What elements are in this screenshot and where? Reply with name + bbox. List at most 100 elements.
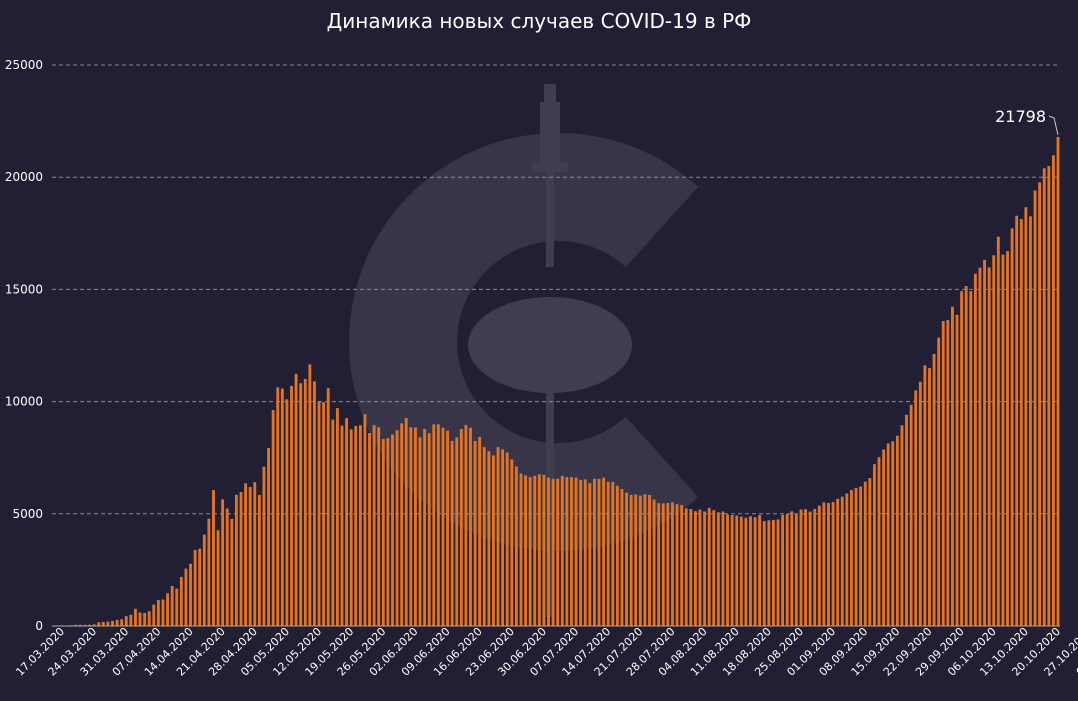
bar — [661, 503, 665, 626]
bar — [666, 502, 670, 626]
bar — [372, 425, 376, 626]
bar — [684, 508, 688, 626]
bar — [923, 365, 927, 626]
bar — [1047, 166, 1051, 626]
bar — [303, 378, 307, 626]
bar — [501, 449, 505, 626]
bar — [551, 478, 555, 626]
bar — [859, 486, 863, 626]
bar — [129, 614, 133, 626]
bar — [822, 502, 826, 626]
bar — [391, 434, 394, 626]
bar — [689, 509, 693, 626]
bar — [1015, 215, 1019, 627]
bar — [313, 381, 316, 626]
y-tick-label: 10000 — [5, 395, 43, 409]
bar — [143, 612, 147, 626]
bar — [716, 512, 720, 626]
bar — [147, 611, 151, 626]
bar — [166, 593, 169, 626]
bar — [753, 517, 757, 626]
bar — [1019, 218, 1023, 626]
bar — [813, 508, 817, 626]
bar — [707, 507, 711, 626]
bar — [179, 576, 183, 626]
bar — [212, 490, 215, 626]
bar — [1001, 254, 1005, 626]
bar — [74, 624, 78, 626]
bar — [643, 494, 647, 626]
bar — [423, 429, 427, 626]
bar — [446, 430, 449, 626]
bar — [776, 519, 780, 626]
bar — [358, 425, 362, 626]
bar — [808, 511, 812, 626]
bar — [285, 399, 289, 626]
bar — [1033, 190, 1037, 626]
bar — [335, 408, 339, 626]
bar — [386, 438, 390, 626]
bar — [92, 624, 96, 626]
bar — [381, 438, 385, 626]
bar — [354, 425, 358, 626]
bar — [276, 387, 280, 626]
bar — [290, 385, 293, 626]
bar — [891, 441, 895, 626]
bar — [234, 494, 238, 626]
bar-series — [60, 136, 1060, 627]
bar — [377, 427, 381, 626]
bar — [1042, 168, 1046, 626]
bar — [785, 513, 789, 626]
bar — [863, 481, 867, 626]
bar — [964, 286, 968, 626]
bar — [905, 414, 908, 626]
bar — [895, 435, 899, 626]
bar — [111, 620, 114, 626]
bar — [244, 483, 248, 626]
bar — [1029, 216, 1032, 626]
bar — [363, 414, 367, 626]
bar — [597, 478, 601, 626]
y-tick-label: 15000 — [5, 282, 43, 296]
bar — [588, 483, 592, 626]
bar — [606, 481, 610, 626]
bar — [450, 440, 454, 626]
bar — [88, 624, 91, 626]
bar — [620, 488, 624, 626]
bar — [593, 478, 596, 626]
bar — [547, 477, 550, 626]
bar — [248, 486, 252, 626]
bar — [459, 429, 463, 626]
bar — [345, 418, 348, 626]
bar — [156, 600, 160, 626]
bar — [253, 482, 257, 626]
bar — [1024, 207, 1028, 626]
bar — [1006, 251, 1009, 626]
bar — [138, 612, 142, 626]
bar — [868, 478, 872, 626]
bar — [794, 513, 798, 626]
bar — [175, 588, 179, 626]
bar — [937, 337, 941, 626]
bar — [326, 388, 330, 626]
bar — [918, 381, 922, 626]
bar — [987, 267, 991, 626]
bar — [404, 418, 408, 626]
bar — [996, 236, 1000, 627]
bar — [560, 475, 564, 626]
bar — [469, 427, 472, 626]
bar — [739, 516, 743, 626]
bar — [615, 485, 619, 626]
bar — [652, 499, 656, 626]
bar — [758, 515, 762, 626]
bar — [161, 599, 165, 626]
bar — [418, 437, 422, 626]
bar — [877, 457, 881, 626]
bar — [698, 509, 702, 626]
bar — [299, 383, 303, 626]
bar — [395, 430, 399, 626]
bar — [872, 464, 876, 626]
bar — [648, 494, 651, 626]
bar — [928, 368, 931, 626]
